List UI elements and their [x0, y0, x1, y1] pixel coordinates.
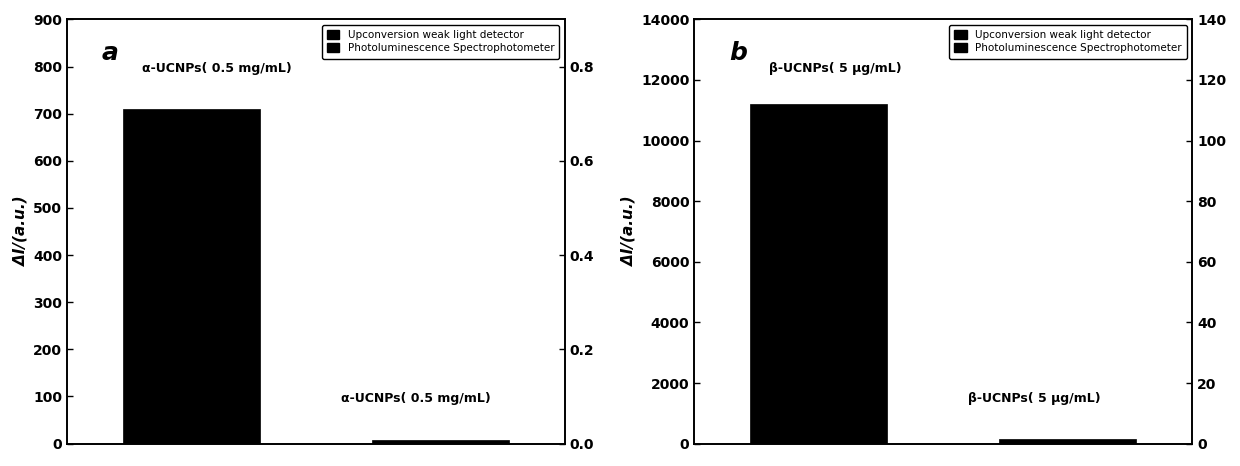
Legend: Upconversion weak light detector, Photoluminescence Spectrophotometer: Upconversion weak light detector, Photol… [949, 25, 1187, 59]
Text: α-UCNPs( 0.5 mg/mL): α-UCNPs( 0.5 mg/mL) [341, 392, 491, 405]
Bar [372, 440, 508, 444]
Bar [999, 439, 1136, 444]
Y-axis label: ΔI/(a.u.): ΔI/(a.u.) [622, 197, 637, 266]
Legend: Upconversion weak light detector, Photoluminescence Spectrophotometer: Upconversion weak light detector, Photol… [321, 25, 559, 59]
Bar [123, 109, 260, 444]
Y-axis label: ΔI/(a.u.): ΔI/(a.u.) [14, 197, 29, 266]
Bar [750, 104, 888, 444]
Text: β-UCNPs( 5 μg/mL): β-UCNPs( 5 μg/mL) [769, 62, 901, 75]
Text: a: a [102, 41, 119, 65]
Text: α-UCNPs( 0.5 mg/mL): α-UCNPs( 0.5 mg/mL) [141, 62, 291, 75]
Text: β-UCNPs( 5 μg/mL): β-UCNPs( 5 μg/mL) [968, 392, 1101, 405]
Text: b: b [729, 41, 746, 65]
